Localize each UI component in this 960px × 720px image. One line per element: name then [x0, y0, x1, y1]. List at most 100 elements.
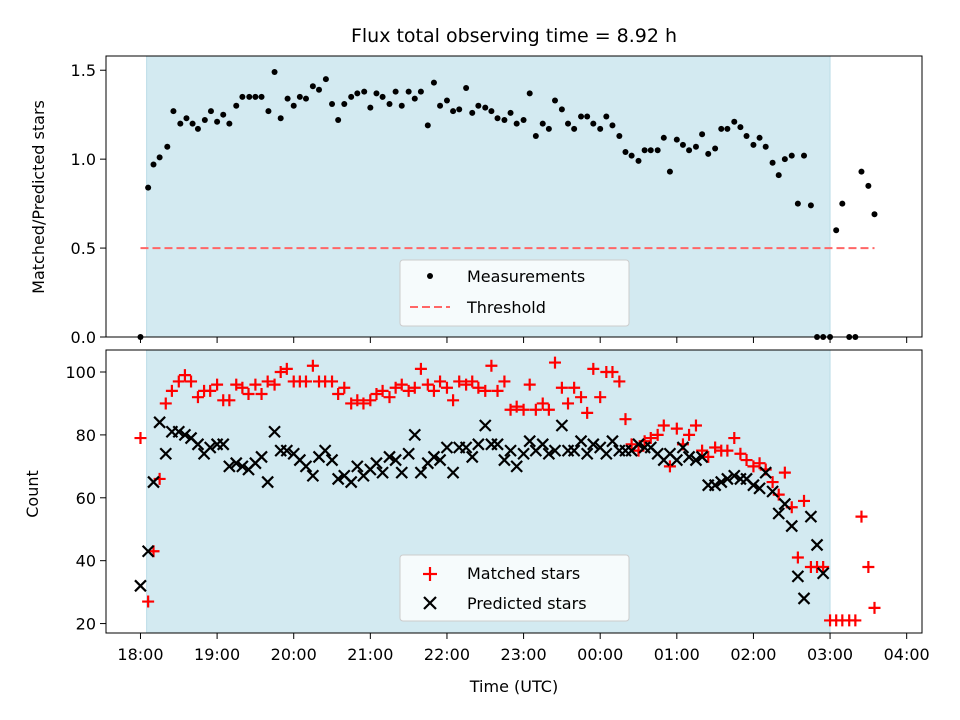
measurement-point — [673, 136, 680, 143]
predicted-star-point — [766, 485, 779, 498]
measurement-point — [635, 157, 642, 164]
measurement-point — [194, 125, 201, 132]
measurement-point — [724, 125, 731, 132]
measurement-point — [737, 124, 744, 131]
measurement-point — [756, 134, 763, 141]
measurement-point — [411, 95, 418, 102]
measurement-point — [501, 117, 508, 124]
measurement-point — [807, 202, 814, 209]
measurement-point — [718, 125, 725, 132]
measurement-point — [290, 102, 297, 109]
matched-star-point — [178, 369, 191, 382]
measurement-point — [417, 88, 424, 95]
measurement-point — [494, 115, 501, 122]
predicted-star-point — [555, 419, 569, 432]
predicted-star-point — [574, 434, 588, 448]
measurement-point — [271, 69, 278, 76]
predicted-star-point — [331, 472, 345, 486]
measurement-point — [379, 93, 386, 100]
measurement-point — [513, 120, 520, 127]
predicted-star-point — [772, 507, 785, 520]
measurement-point — [145, 184, 152, 191]
bottom-y-tick-label: 20 — [76, 615, 96, 634]
bottom-x-tick-label: 21:00 — [347, 645, 393, 664]
matched-star-point — [747, 460, 760, 473]
predicted-star-point — [414, 466, 428, 479]
matched-star-point — [862, 560, 875, 573]
matched-star-point — [740, 454, 753, 467]
measurement-point — [183, 115, 190, 122]
matched-star-point — [548, 356, 561, 369]
predicted-star-point — [816, 566, 830, 580]
predicted-star-point — [567, 444, 581, 457]
bottom-legend-box — [399, 554, 630, 622]
bottom-y-tick-label: 80 — [76, 426, 96, 445]
matched-star-point — [191, 391, 204, 404]
matched-star-point — [625, 438, 638, 451]
bottom-x-tick-label: 01:00 — [654, 645, 700, 664]
matched-star-point — [728, 432, 741, 445]
matched-star-point — [395, 378, 408, 391]
matched-star-point — [165, 384, 178, 397]
measurement-point — [277, 115, 284, 122]
matched-star-point — [299, 375, 312, 388]
predicted-star-point — [299, 460, 313, 473]
bottom-y-axis: 20 40 60 80 100 — [65, 363, 106, 634]
matched-star-point — [223, 394, 236, 407]
matched-star-point — [460, 378, 473, 391]
measurement-point — [373, 90, 380, 97]
bottom-x-tick-label: 20:00 — [271, 645, 317, 664]
predicted-star-point — [172, 425, 186, 439]
matched-star-point — [364, 394, 377, 407]
measurement-point — [679, 141, 686, 148]
matched-star-point — [466, 375, 479, 388]
predicted-star-point — [491, 438, 504, 451]
matched-stars-series — [134, 356, 881, 627]
measurement-point — [507, 109, 514, 116]
matched-star-point — [376, 384, 389, 397]
bottom-x-tick-label: 22:00 — [424, 645, 470, 664]
matched-star-point — [536, 397, 549, 410]
predicted-star-point — [759, 466, 772, 479]
measurement-point — [647, 147, 654, 154]
measurement-point — [743, 133, 750, 140]
measurement-point — [316, 86, 323, 93]
predicted-star-point — [236, 460, 249, 473]
matched-star-point — [734, 447, 747, 460]
matched-star-point — [791, 551, 804, 564]
matched-star-point — [575, 391, 588, 404]
predicted-star-point — [810, 538, 824, 552]
predicted-star-point — [498, 453, 511, 467]
matched-star-point — [594, 391, 607, 404]
measurement-point — [858, 168, 865, 175]
matched-star-point — [542, 403, 555, 416]
measurement-point — [597, 125, 604, 132]
predicted-star-point — [548, 444, 562, 457]
matched-star-point — [326, 375, 339, 388]
predicted-star-point — [395, 466, 409, 479]
predicted-star-point — [714, 475, 728, 489]
predicted-star-point — [383, 450, 396, 464]
measurement-point — [769, 159, 776, 166]
matched-star-point — [268, 378, 281, 391]
matched-star-point — [242, 388, 255, 401]
matched-star-point — [613, 375, 626, 388]
measurement-point — [252, 93, 259, 100]
matched-star-point — [440, 381, 453, 394]
predicted-star-point — [791, 570, 805, 583]
bottom-plot-frame — [105, 349, 923, 634]
legend-threshold-label: Threshold — [466, 298, 546, 317]
measurement-point — [750, 141, 757, 148]
matched-star-point — [562, 397, 575, 410]
matched-star-point — [778, 466, 791, 479]
bottom-x-axis: 18:00 19:00 20:00 21:00 22:00 23:00 00:00 01:00… — [117, 633, 930, 664]
bottom-legend: Matched stars Predicted stars — [399, 554, 630, 622]
bottom-y-tick-label: 40 — [76, 552, 96, 571]
measurement-point — [354, 90, 361, 97]
predicted-star-point — [465, 450, 479, 464]
top-legend-box — [399, 259, 630, 327]
matched-star-point — [402, 384, 415, 397]
predicted-star-point — [785, 519, 799, 533]
predicted-star-point — [351, 460, 364, 473]
matched-star-point — [204, 384, 217, 397]
